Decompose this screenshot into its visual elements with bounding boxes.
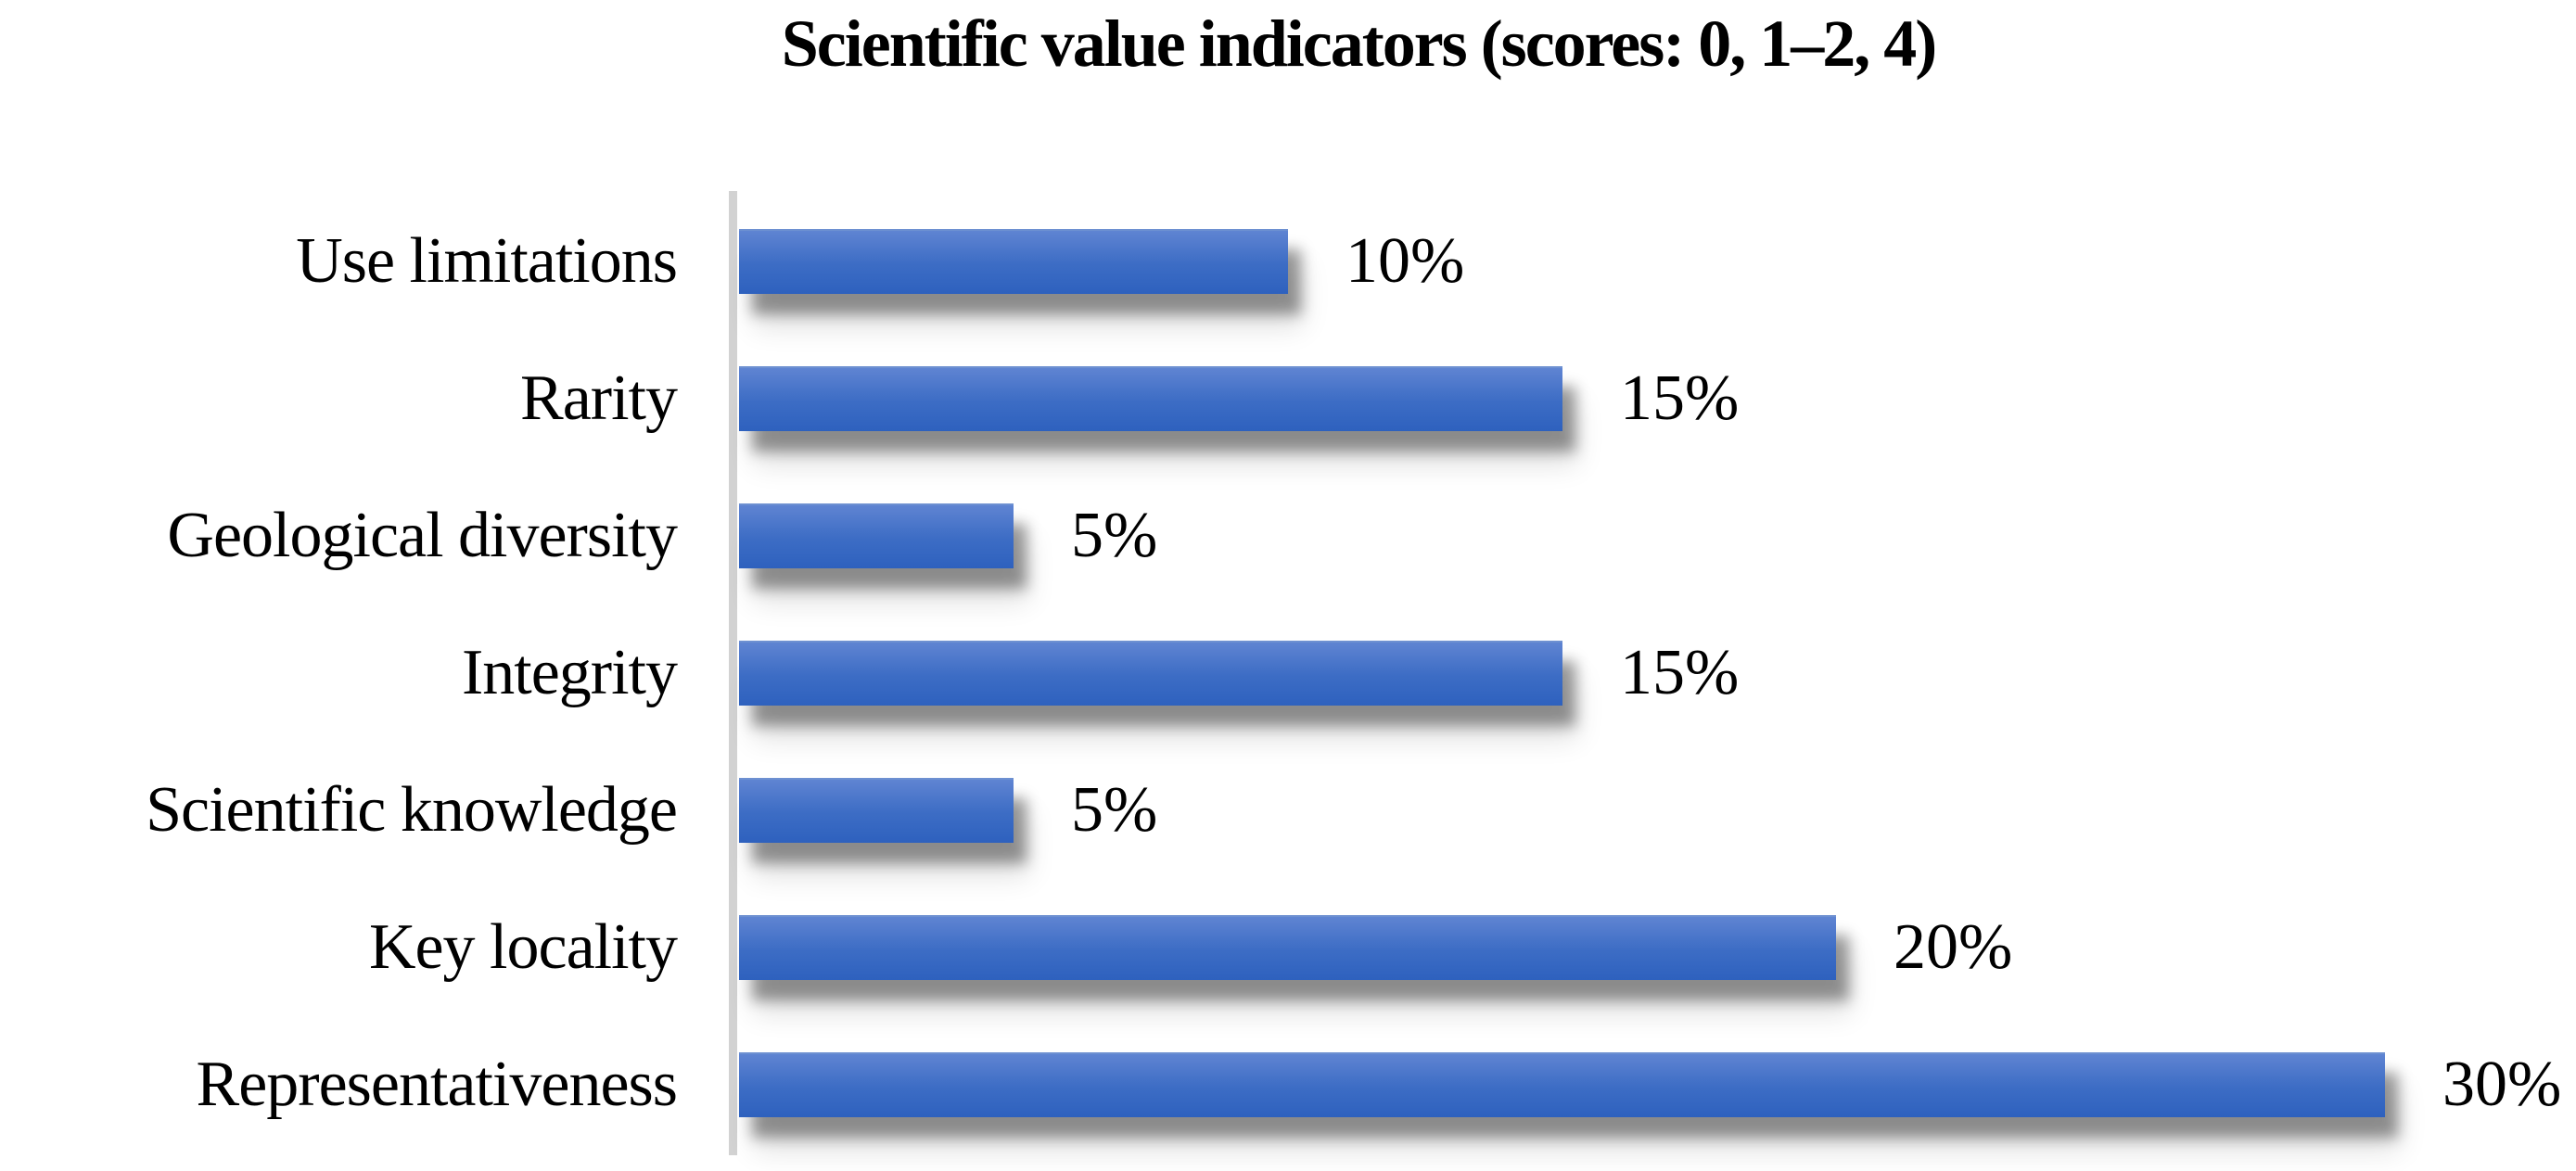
category-label: Scientific knowledge [146, 774, 678, 846]
chart-row: Representativeness 30% [0, 1016, 2576, 1153]
chart-row: Key locality 20% [0, 879, 2576, 1016]
bar [739, 1052, 2385, 1117]
bar-zone: 20% [739, 910, 2012, 985]
chart-rows: Use limitations 10% Rarity 15% Geological di… [0, 193, 2576, 1153]
bar [739, 778, 1014, 843]
value-label: 5% [1071, 500, 1158, 571]
category-label: Key locality [368, 911, 678, 983]
bar-zone: 30% [739, 1048, 2561, 1122]
category-label: Use limitations [296, 225, 678, 297]
value-label: 15% [1620, 637, 1740, 708]
bar-zone: 15% [739, 362, 1739, 436]
chart-row: Rarity 15% [0, 330, 2576, 467]
bar-zone: 10% [739, 224, 1464, 299]
chart-row: Integrity 15% [0, 605, 2576, 742]
chart-title: Scientific value indicators (scores: 0, … [781, 6, 1937, 81]
chart-row: Scientific knowledge 5% [0, 742, 2576, 879]
bar [739, 229, 1288, 294]
category-label: Integrity [461, 637, 678, 708]
value-label: 10% [1345, 225, 1465, 297]
value-label: 20% [1894, 911, 2013, 983]
chart-row: Use limitations 10% [0, 193, 2576, 330]
bar-zone: 5% [739, 499, 1157, 573]
value-label: 5% [1071, 774, 1158, 846]
category-label: Rarity [520, 363, 678, 434]
chart-row: Geological diversity 5% [0, 467, 2576, 605]
bar-zone: 15% [739, 636, 1739, 710]
bar [739, 366, 1562, 431]
value-label: 30% [2442, 1049, 2562, 1120]
category-axis-line [729, 191, 737, 1155]
bar [739, 641, 1562, 706]
value-label: 15% [1620, 363, 1740, 434]
category-label: Geological diversity [167, 500, 678, 571]
bar [739, 503, 1014, 568]
bar [739, 915, 1836, 980]
bar-zone: 5% [739, 773, 1157, 847]
category-label: Representativeness [196, 1049, 678, 1120]
